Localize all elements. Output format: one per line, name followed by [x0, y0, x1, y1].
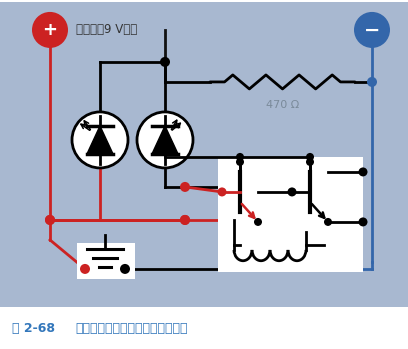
Circle shape — [32, 12, 68, 48]
Circle shape — [306, 158, 314, 166]
Text: +: + — [42, 21, 58, 39]
Text: 与面包板线路连接相对应的电路图: 与面包板线路连接相对应的电路图 — [75, 322, 188, 335]
Circle shape — [180, 215, 190, 225]
Circle shape — [180, 215, 190, 225]
Circle shape — [160, 57, 170, 67]
Text: −: − — [364, 21, 380, 39]
Circle shape — [236, 158, 244, 166]
Circle shape — [217, 187, 226, 196]
Circle shape — [137, 112, 193, 168]
Circle shape — [324, 218, 332, 226]
Circle shape — [359, 217, 368, 227]
Circle shape — [80, 264, 90, 274]
Circle shape — [72, 112, 128, 168]
Circle shape — [45, 215, 55, 225]
Circle shape — [236, 153, 244, 161]
Polygon shape — [87, 126, 113, 154]
Circle shape — [288, 187, 297, 196]
Circle shape — [306, 153, 314, 161]
Text: 图 2-68: 图 2-68 — [12, 322, 55, 335]
Circle shape — [45, 215, 55, 225]
Bar — [218, 157, 363, 272]
Polygon shape — [152, 126, 178, 154]
Circle shape — [254, 218, 262, 226]
Circle shape — [367, 77, 377, 87]
Text: 470 Ω: 470 Ω — [266, 100, 299, 110]
Circle shape — [359, 168, 368, 177]
Circle shape — [354, 12, 390, 48]
Circle shape — [120, 264, 130, 274]
Circle shape — [180, 182, 190, 192]
Text: 电池供甖9 V直流: 电池供甖9 V直流 — [76, 23, 137, 36]
Bar — [77, 243, 135, 279]
